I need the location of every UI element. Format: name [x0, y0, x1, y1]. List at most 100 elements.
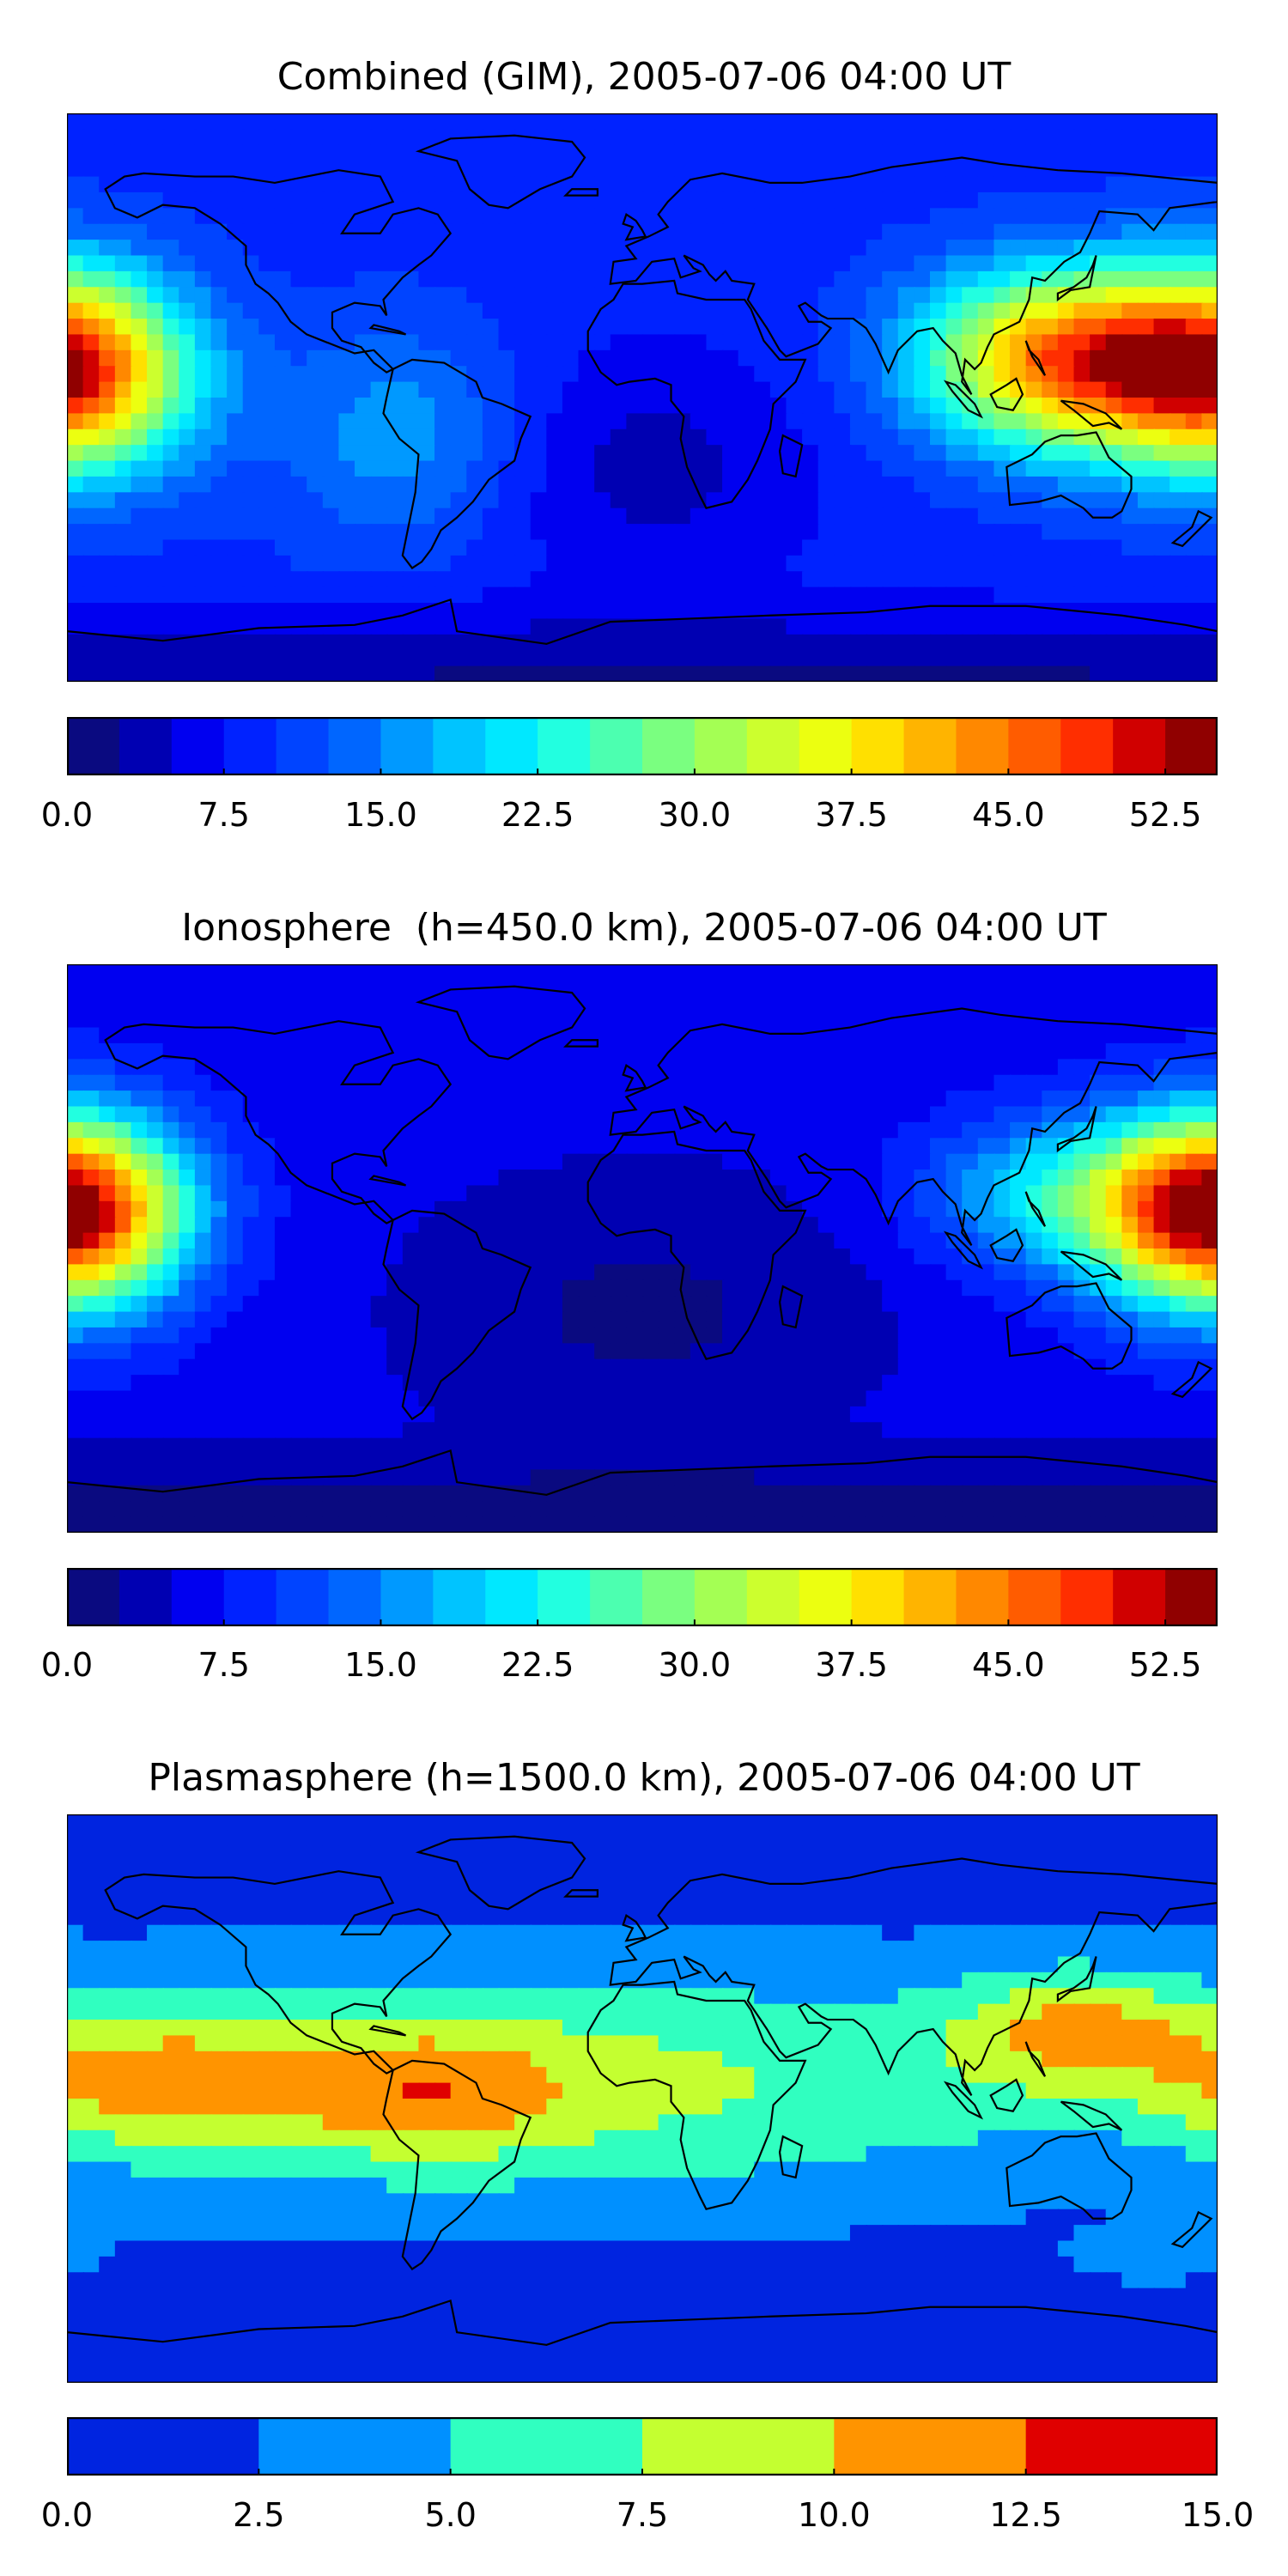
field-cell: [386, 255, 404, 273]
field-cell: [834, 618, 852, 636]
field-cell: [402, 634, 420, 652]
field-cell: [993, 1422, 1012, 1440]
field-cell: [578, 665, 596, 682]
field-cell: [754, 1358, 772, 1376]
field-cell: [849, 270, 868, 289]
field-cell: [194, 524, 212, 541]
field-cell: [1105, 1091, 1123, 1108]
field-cell: [626, 618, 644, 636]
field-cell: [658, 1074, 676, 1092]
field-cell: [849, 618, 868, 636]
field-cell: [914, 539, 932, 557]
field-cell: [1057, 1232, 1075, 1250]
field-cell: [594, 1012, 612, 1030]
field-cell: [626, 476, 644, 494]
field-cell: [1121, 208, 1139, 226]
field-cell: [1170, 476, 1188, 494]
field-cell: [594, 1343, 612, 1361]
field-cell: [1201, 1232, 1218, 1250]
field-cell: [690, 1375, 708, 1392]
field-cell: [418, 1469, 436, 1487]
field-cell: [498, 255, 516, 273]
field-cell: [498, 603, 516, 620]
field-cell: [769, 1406, 787, 1424]
field-cell: [99, 270, 117, 289]
field-cell: [722, 1406, 740, 1424]
field-cell: [626, 995, 644, 1013]
field-cell: [338, 366, 356, 384]
field-cell: [962, 1454, 980, 1471]
field-cell: [786, 1232, 804, 1250]
field-cell: [1025, 255, 1043, 273]
field-cell: [434, 413, 453, 431]
field-cell: [338, 1027, 356, 1045]
field-cell: [658, 176, 676, 194]
field-cell: [1170, 223, 1188, 241]
field-cell: [498, 1264, 516, 1282]
field-cell: [977, 1027, 995, 1045]
field-cell: [1042, 176, 1060, 194]
field-cell: [658, 980, 676, 998]
field-cell: [849, 1343, 868, 1361]
field-cell: [817, 270, 835, 289]
field-cell: [194, 1375, 212, 1392]
field-cell: [482, 539, 500, 557]
field-cell: [147, 1375, 165, 1392]
field-cell: [67, 1375, 85, 1392]
field-cell: [307, 476, 325, 494]
field-cell: [849, 1185, 868, 1203]
field-cell: [882, 349, 900, 368]
field-cell: [945, 1375, 963, 1392]
field-cell: [546, 603, 564, 620]
field-cell: [258, 1358, 276, 1376]
field-cell: [179, 319, 197, 336]
field-cell: [722, 634, 740, 652]
field-cell: [849, 476, 868, 494]
field-cell: [882, 1296, 900, 1314]
field-cell: [1057, 476, 1075, 494]
field-cell: [370, 302, 388, 320]
field-cell: [882, 586, 900, 605]
field-cell: [945, 476, 963, 494]
field-cell: [578, 1074, 596, 1092]
field-cell: [82, 144, 100, 162]
field-cell: [418, 634, 436, 652]
field-cell: [1090, 618, 1108, 636]
field-cell: [114, 366, 132, 384]
field-cell: [210, 650, 228, 668]
field-cell: [1185, 287, 1203, 305]
field-cell: [290, 1074, 308, 1092]
field-cell: [355, 476, 373, 494]
field-cell: [849, 398, 868, 415]
field-cell: [514, 381, 532, 399]
field-cell: [274, 964, 293, 981]
field-cell: [626, 555, 644, 573]
field-cell: [466, 144, 484, 162]
field-cell: [945, 1343, 963, 1361]
field-cell: [546, 1406, 564, 1424]
field-cell: [977, 255, 995, 273]
field-cell: [498, 1027, 516, 1045]
field-cell: [194, 507, 212, 526]
field-cell: [690, 524, 708, 541]
field-cell: [977, 1422, 995, 1440]
field-cell: [114, 1296, 132, 1314]
field-cell: [754, 1200, 772, 1218]
field-cell: [578, 240, 596, 257]
field-cell: [274, 1327, 293, 1345]
field-cell: [1170, 1264, 1188, 1282]
field-cell: [355, 1027, 373, 1045]
field-cell: [674, 1185, 692, 1203]
field-cell: [1201, 319, 1218, 336]
field-cell: [1153, 1422, 1171, 1440]
field-cell: [1010, 634, 1028, 652]
field-cell: [1090, 980, 1108, 998]
field-cell: [834, 1121, 852, 1139]
field-cell: [546, 255, 564, 273]
field-cell: [514, 1059, 532, 1077]
field-cell: [930, 1296, 948, 1314]
field-cell: [402, 1185, 420, 1203]
field-cell: [227, 1249, 245, 1266]
field-cell: [802, 1390, 820, 1408]
field-cell: [897, 1406, 915, 1424]
